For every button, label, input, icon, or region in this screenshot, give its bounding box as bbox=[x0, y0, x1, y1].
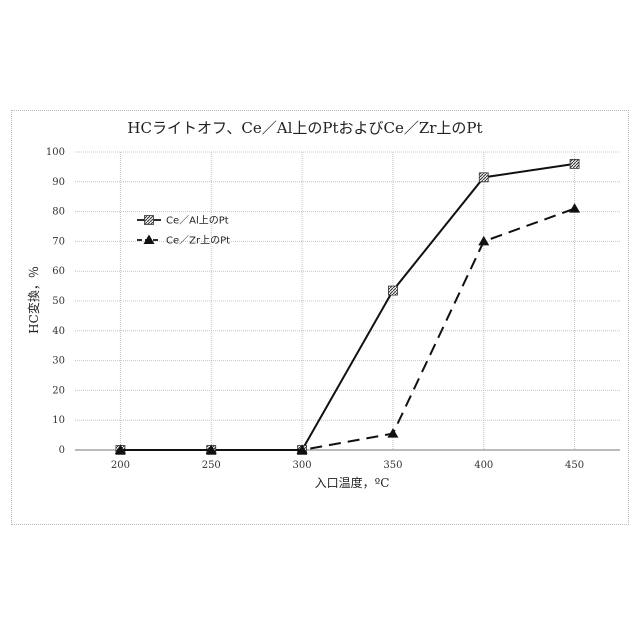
legend-item: Ce／Al上のPt bbox=[137, 215, 229, 227]
data-point bbox=[388, 286, 397, 295]
data-point bbox=[479, 173, 488, 182]
data-point bbox=[569, 203, 580, 213]
x-tick-label: 300 bbox=[293, 460, 312, 471]
y-axis-label: HC変換，％ bbox=[26, 266, 41, 334]
x-axis-label: 入口温度，ºC bbox=[315, 475, 390, 490]
y-tick-label: 60 bbox=[52, 266, 65, 277]
y-tick-label: 20 bbox=[52, 385, 65, 396]
y-tick-label: 0 bbox=[59, 445, 65, 456]
x-tick-label: 200 bbox=[111, 460, 130, 471]
chart-title: HCライトオフ、Ce／Al上のPtおよびCe／Zr上のPt bbox=[127, 119, 482, 137]
x-tick-label: 450 bbox=[565, 460, 584, 471]
data-point bbox=[570, 159, 579, 168]
y-tick-label: 80 bbox=[52, 207, 65, 218]
legend: Ce／Al上のPt Ce／Zr上のPt bbox=[137, 215, 230, 247]
series-line bbox=[120, 164, 574, 450]
gridlines bbox=[75, 152, 620, 450]
y-tick-label: 100 bbox=[46, 147, 65, 158]
y-tick-label: 10 bbox=[52, 415, 65, 426]
legend-marker bbox=[145, 216, 154, 225]
series-1 bbox=[116, 159, 579, 454]
legend-item: Ce／Zr上のPt bbox=[137, 235, 230, 247]
y-tick-label: 70 bbox=[52, 236, 65, 247]
y-tick-label: 50 bbox=[52, 296, 65, 307]
x-axis-ticks: 200 250 300 350 400 450 bbox=[111, 460, 584, 471]
legend-label: Ce／Zr上のPt bbox=[166, 235, 230, 247]
data-point bbox=[478, 236, 489, 246]
y-tick-label: 40 bbox=[52, 326, 65, 337]
x-tick-label: 350 bbox=[383, 460, 402, 471]
x-tick-label: 250 bbox=[202, 460, 221, 471]
series-layer bbox=[115, 159, 580, 454]
y-tick-label: 30 bbox=[52, 356, 65, 367]
y-axis-ticks: 0 10 20 30 40 50 60 70 80 90 100 bbox=[46, 147, 65, 456]
legend-label: Ce／Al上のPt bbox=[166, 215, 229, 227]
x-tick-label: 400 bbox=[474, 460, 493, 471]
y-tick-label: 90 bbox=[52, 177, 65, 188]
data-point bbox=[387, 428, 398, 438]
